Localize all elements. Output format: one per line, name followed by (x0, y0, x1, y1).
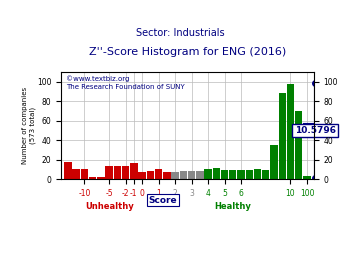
Bar (64, 161, 72, 179)
Bar (246, 170, 253, 179)
Text: Healthy: Healthy (214, 202, 251, 211)
Bar (237, 170, 245, 179)
Bar (81, 169, 88, 179)
Bar (180, 171, 187, 179)
Bar (130, 163, 138, 179)
Bar (122, 166, 129, 179)
Bar (279, 93, 286, 179)
Text: 10.5796: 10.5796 (295, 126, 336, 135)
Bar (287, 84, 294, 179)
Text: Sector: Industrials: Sector: Industrials (136, 28, 224, 38)
Bar (155, 169, 162, 179)
Bar (204, 169, 212, 179)
Text: ©www.textbiz.org: ©www.textbiz.org (66, 75, 130, 82)
Bar (213, 168, 220, 179)
Bar (229, 170, 237, 179)
Y-axis label: Number of companies
(573 total): Number of companies (573 total) (22, 87, 36, 164)
Bar (221, 170, 228, 179)
Bar (147, 171, 154, 179)
Bar (138, 172, 146, 179)
Text: Unhealthy: Unhealthy (85, 202, 134, 211)
Bar (89, 177, 96, 179)
Bar (270, 145, 278, 179)
Bar (262, 170, 270, 179)
Bar (97, 177, 105, 179)
Bar (171, 172, 179, 179)
Text: Score: Score (148, 195, 177, 205)
Bar (72, 169, 80, 179)
Bar (105, 166, 113, 179)
Bar (188, 171, 195, 179)
Bar (196, 171, 203, 179)
Bar (114, 166, 121, 179)
Title: Z''-Score Histogram for ENG (2016): Z''-Score Histogram for ENG (2016) (89, 48, 286, 58)
Bar (254, 169, 261, 179)
Bar (295, 111, 302, 179)
Bar (163, 172, 171, 179)
Bar (303, 176, 311, 179)
Text: The Research Foundation of SUNY: The Research Foundation of SUNY (66, 84, 185, 90)
